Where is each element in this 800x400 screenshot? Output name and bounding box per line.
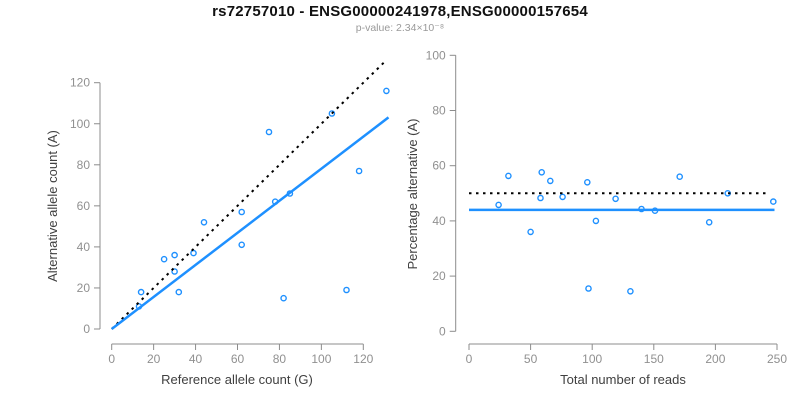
- y-tick-label: 0: [439, 324, 446, 338]
- right-y-axis-title: Percentage alternative (A): [405, 118, 420, 269]
- data-point: [527, 228, 534, 236]
- left-points: [135, 87, 390, 310]
- y-tick-label: 0: [83, 322, 90, 336]
- data-point: [537, 194, 544, 202]
- chart-title: rs72757010 - ENSG00000241978,ENSG0000015…: [212, 3, 588, 20]
- y-tick-label: 80: [77, 158, 91, 172]
- y-tick-label: 60: [77, 199, 91, 213]
- right-axes: 0 50 100 150 200 250 0 20 40 60 80 100: [426, 48, 788, 366]
- x-tick-label: 150: [644, 352, 664, 366]
- data-point: [547, 177, 554, 185]
- y-tick-label: 60: [432, 159, 446, 173]
- y-tick-label: 100: [70, 117, 90, 131]
- data-point: [171, 251, 178, 259]
- data-point: [343, 286, 350, 294]
- left-axes: 0 20 40 60 80 100 120 0 20 40 60 80 100 120: [70, 76, 374, 366]
- right-plot: 0 50 100 150 200 250 0 20 40 60 80 100 Total number…: [405, 48, 787, 387]
- data-point: [592, 217, 600, 225]
- identity-line: [111, 59, 388, 330]
- data-point: [584, 178, 591, 186]
- data-point: [280, 294, 287, 302]
- left-x-axis-title: Reference allele count (G): [161, 372, 313, 387]
- data-point: [559, 193, 566, 201]
- right-lines: [469, 192, 775, 212]
- y-tick-label: 20: [432, 269, 446, 283]
- fit-line: [110, 116, 390, 330]
- data-point: [190, 249, 197, 257]
- y-tick-label: 20: [77, 281, 91, 295]
- left-y-axis-title: Alternative allele count (A): [45, 130, 60, 282]
- x-tick-label: 200: [705, 352, 725, 366]
- y-tick-label: 40: [432, 214, 446, 228]
- data-point: [171, 268, 178, 275]
- data-point: [265, 128, 273, 136]
- data-point: [505, 172, 512, 180]
- data-point: [160, 255, 168, 263]
- x-tick-label: 250: [767, 352, 787, 366]
- data-point: [585, 285, 592, 292]
- left-lines: [110, 59, 390, 330]
- data-point: [355, 167, 363, 175]
- data-point: [676, 173, 684, 180]
- x-tick-label: 20: [147, 352, 161, 366]
- x-tick-label: 50: [524, 352, 538, 366]
- y-tick-label: 120: [70, 76, 90, 90]
- x-tick-label: 40: [189, 352, 203, 366]
- data-point: [538, 168, 546, 176]
- data-point: [328, 110, 336, 117]
- y-tick-label: 40: [77, 240, 91, 254]
- right-x-axis-title: Total number of reads: [560, 372, 686, 387]
- x-tick-label: 120: [353, 352, 373, 366]
- data-point: [627, 287, 634, 295]
- x-tick-label: 80: [273, 352, 287, 366]
- y-tick-label: 100: [426, 48, 446, 62]
- y-tick-label: 80: [432, 104, 446, 118]
- x-tick-label: 0: [466, 352, 473, 366]
- data-point: [383, 87, 390, 95]
- data-point: [495, 201, 502, 209]
- data-point: [705, 218, 713, 226]
- data-point: [612, 195, 619, 203]
- left-plot: 0 20 40 60 80 100 120 0 20 40 60 80 100 120 Reference…: [45, 59, 390, 387]
- data-point: [770, 198, 777, 205]
- x-tick-label: 0: [108, 352, 115, 366]
- data-point: [200, 218, 208, 226]
- data-point: [137, 288, 145, 296]
- data-point: [238, 241, 245, 249]
- x-tick-label: 60: [231, 352, 245, 366]
- right-points: [495, 168, 777, 295]
- data-point: [175, 288, 183, 296]
- chart-subtitle: p-value: 2.34×10⁻⁸: [355, 22, 445, 34]
- data-point: [238, 208, 245, 216]
- x-tick-label: 100: [582, 352, 602, 366]
- x-tick-label: 100: [311, 352, 331, 366]
